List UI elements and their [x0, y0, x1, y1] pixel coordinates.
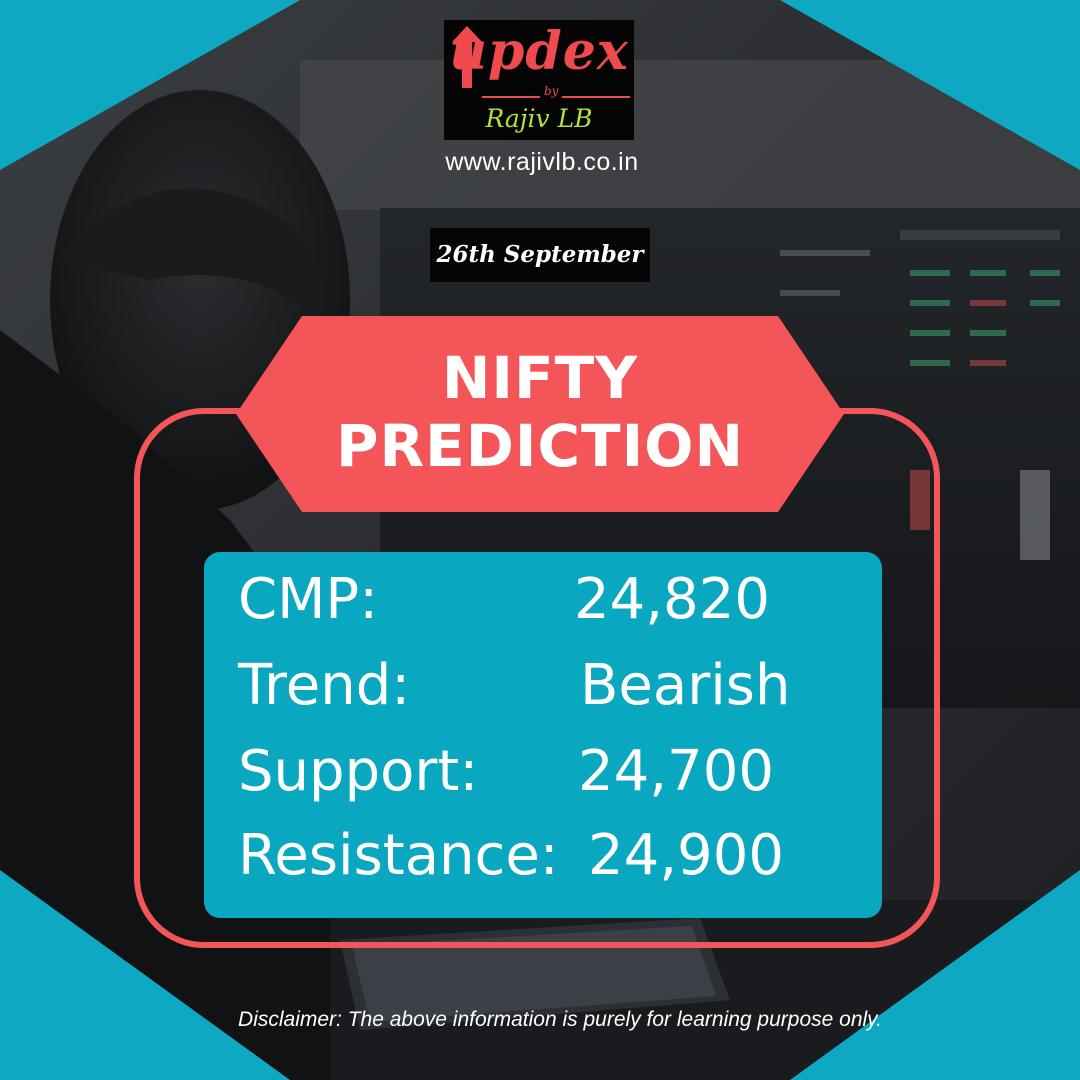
logo-by-text: by	[540, 84, 563, 98]
logo-wordmark: updex	[449, 21, 629, 82]
disclaimer-text: Disclaimer: The above information is pur…	[238, 1008, 882, 1031]
date-label: 26th September	[430, 228, 650, 282]
stat-value: Bearish	[580, 653, 791, 718]
up-arrow-icon	[452, 26, 482, 88]
stat-label: Trend:	[238, 653, 411, 718]
stat-label: Resistance:	[238, 823, 559, 888]
stat-value: 24,700	[578, 739, 774, 804]
stat-value: 24,900	[588, 823, 784, 888]
logo-author: Rajiv LB	[485, 104, 593, 133]
banner-title: NIFTY PREDICTION	[236, 344, 844, 480]
stat-value: 24,820	[574, 567, 770, 632]
stat-label: Support:	[238, 739, 479, 804]
website-url: www.rajivlb.co.in	[445, 148, 639, 176]
title-banner	[236, 316, 844, 512]
prediction-panel: CMP: 24,820 Trend: Bearish Support: 24,7…	[204, 552, 882, 918]
stat-label: CMP:	[238, 567, 379, 632]
banner-title-line2: PREDICTION	[335, 412, 745, 480]
brand-logo: updex by Rajiv LB	[444, 20, 634, 140]
banner-title-line1: NIFTY	[441, 344, 639, 412]
